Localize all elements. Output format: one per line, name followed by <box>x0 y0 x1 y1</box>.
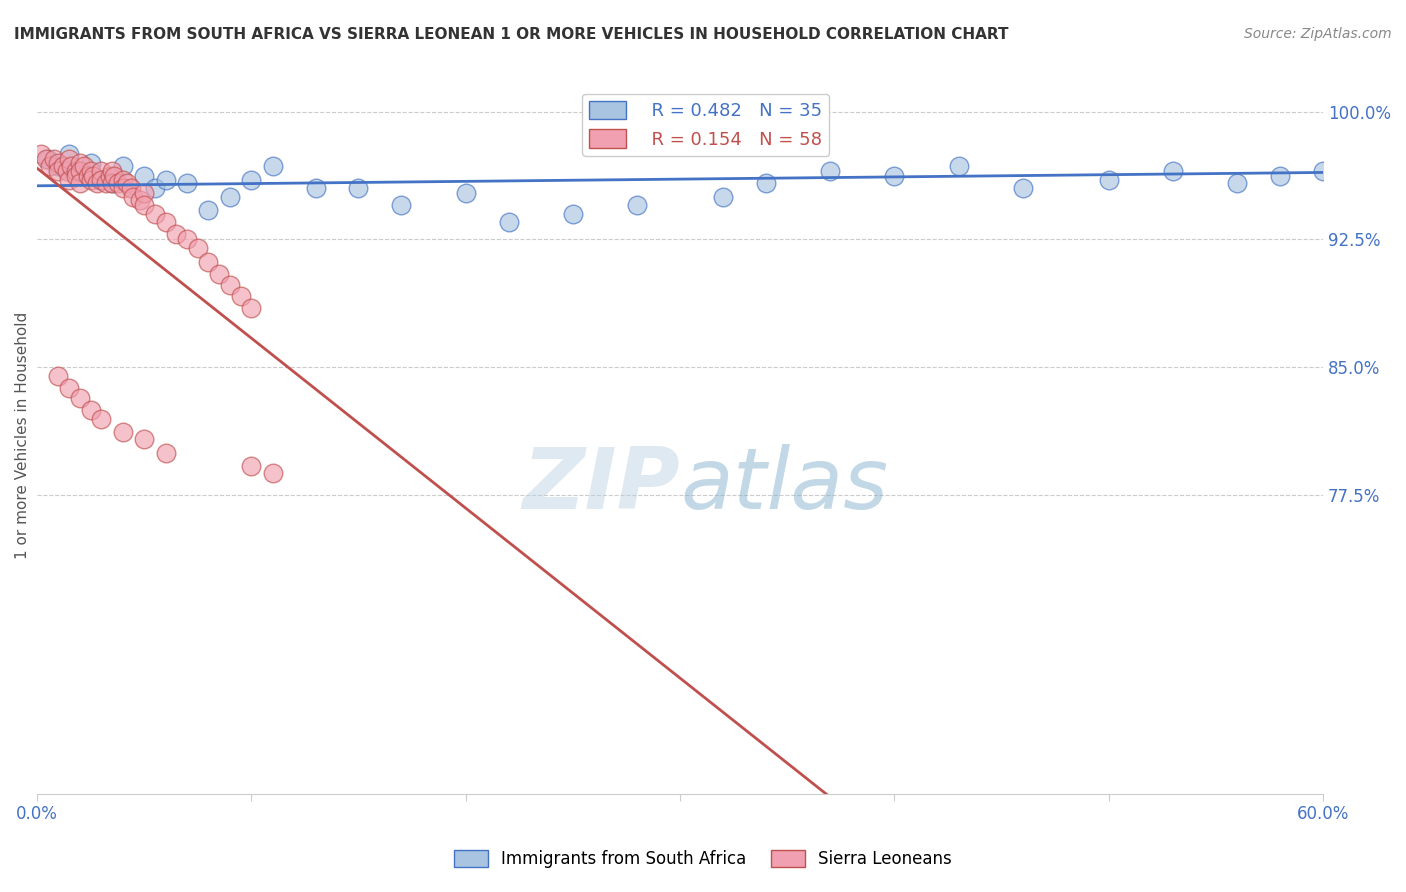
Point <box>37 153 59 167</box>
Point <box>69 155 91 169</box>
Text: IMMIGRANTS FROM SOUTH AFRICA VS SIERRA LEONEAN 1 OR MORE VEHICLES IN HOUSEHOLD C: IMMIGRANTS FROM SOUTH AFRICA VS SIERRA L… <box>14 27 1008 42</box>
Point <box>86 176 108 190</box>
Point <box>134 198 156 212</box>
Point <box>128 193 150 207</box>
Y-axis label: 1 or more Vehicles in Household: 1 or more Vehicles in Household <box>15 312 30 559</box>
Point <box>176 232 198 246</box>
Point <box>1012 181 1035 195</box>
Point <box>94 176 117 190</box>
Point <box>143 181 166 195</box>
Point <box>818 164 841 178</box>
Point <box>389 198 412 212</box>
Point <box>1270 169 1292 184</box>
Point <box>755 176 778 190</box>
Point <box>58 381 80 395</box>
Point <box>304 181 326 195</box>
Point <box>69 391 91 405</box>
Point <box>134 186 156 201</box>
Point <box>77 169 100 184</box>
Point <box>52 159 75 173</box>
Point <box>79 155 101 169</box>
Point <box>79 164 101 178</box>
Text: ZIP: ZIP <box>523 444 681 527</box>
Point <box>347 181 370 195</box>
Point <box>101 176 124 190</box>
Point <box>90 173 112 187</box>
Point <box>103 169 125 184</box>
Point <box>69 164 91 178</box>
Point <box>240 459 263 474</box>
Point <box>111 159 134 173</box>
Point <box>82 169 104 184</box>
Point <box>101 176 124 190</box>
Point <box>626 198 648 212</box>
Point <box>229 289 252 303</box>
Point <box>48 368 70 383</box>
Point <box>240 301 263 315</box>
Point <box>134 169 156 184</box>
Point <box>1161 164 1184 178</box>
Point <box>155 445 177 459</box>
Point <box>58 147 80 161</box>
Point <box>58 153 80 167</box>
Point <box>38 159 60 173</box>
Point <box>56 164 79 178</box>
Point <box>498 215 520 229</box>
Point <box>30 147 52 161</box>
Point <box>90 411 112 425</box>
Point <box>60 159 83 173</box>
Point <box>187 241 209 255</box>
Point <box>240 173 263 187</box>
Point <box>69 176 91 190</box>
Point <box>165 227 187 242</box>
Point <box>69 164 91 178</box>
Point <box>948 159 970 173</box>
Point <box>1226 176 1249 190</box>
Point <box>90 164 112 178</box>
Point <box>111 181 134 195</box>
Point <box>111 425 134 439</box>
Point <box>122 190 145 204</box>
Point <box>454 186 477 201</box>
Point <box>58 173 80 187</box>
Point <box>90 173 112 187</box>
Point <box>197 254 219 268</box>
Point <box>101 164 124 178</box>
Point <box>34 153 56 167</box>
Legend: Immigrants from South Africa, Sierra Leoneans: Immigrants from South Africa, Sierra Leo… <box>447 843 959 875</box>
Text: atlas: atlas <box>681 444 889 527</box>
Point <box>208 267 231 281</box>
Point <box>155 173 177 187</box>
Point <box>107 176 129 190</box>
Point <box>65 164 87 178</box>
Point <box>120 181 142 195</box>
Point <box>115 176 138 190</box>
Point <box>197 203 219 218</box>
Point <box>155 215 177 229</box>
Point <box>561 207 583 221</box>
Point <box>65 169 87 184</box>
Point <box>218 190 240 204</box>
Point <box>143 207 166 221</box>
Point <box>79 173 101 187</box>
Point <box>1098 173 1121 187</box>
Point <box>134 432 156 446</box>
Point <box>48 164 70 178</box>
Point <box>176 176 198 190</box>
Text: Source: ZipAtlas.com: Source: ZipAtlas.com <box>1244 27 1392 41</box>
Point <box>48 159 70 173</box>
Point <box>73 159 96 173</box>
Point <box>42 153 65 167</box>
Point <box>79 403 101 417</box>
Point <box>98 169 121 184</box>
Point <box>262 466 284 480</box>
Point <box>883 169 905 184</box>
Point <box>1312 164 1334 178</box>
Point <box>711 190 734 204</box>
Point <box>262 159 284 173</box>
Legend:   R = 0.482   N = 35,   R = 0.154   N = 58: R = 0.482 N = 35, R = 0.154 N = 58 <box>582 94 830 156</box>
Point <box>48 155 70 169</box>
Point <box>218 278 240 293</box>
Point <box>111 173 134 187</box>
